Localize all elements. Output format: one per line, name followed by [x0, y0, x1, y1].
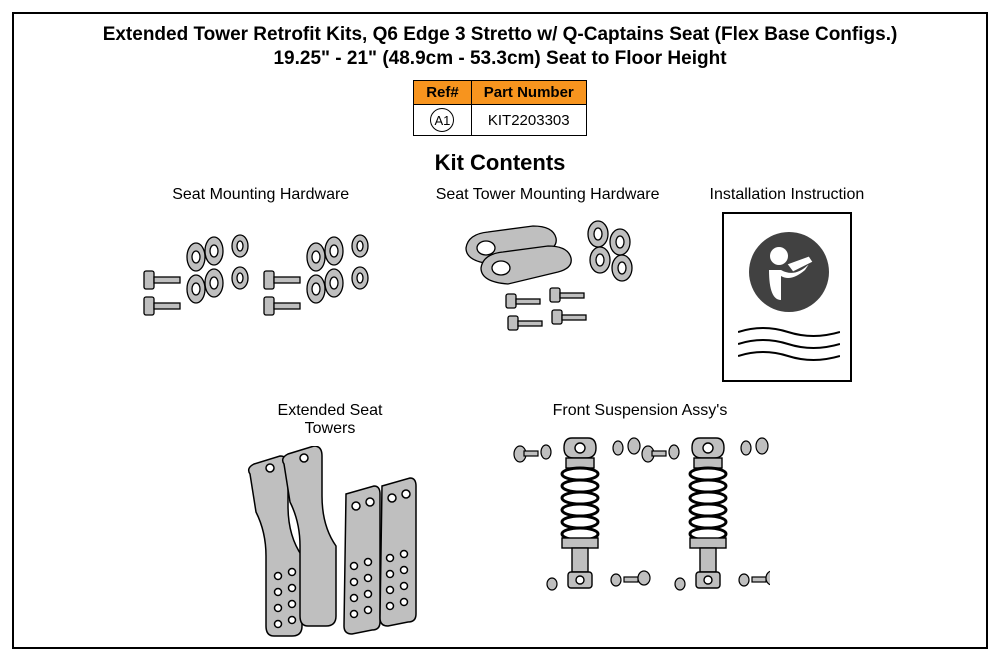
kit-contents-heading: Kit Contents [34, 150, 966, 176]
seat-mount-hardware-icon [136, 212, 386, 332]
manual-text-lines-icon [738, 326, 836, 362]
document-frame: Extended Tower Retrofit Kits, Q6 Edge 3 … [12, 12, 988, 649]
item-suspension: Front Suspension Assy's [510, 402, 770, 646]
label-tower-mount: Seat Tower Mounting Hardware [436, 186, 660, 206]
extended-seat-towers-icon [230, 446, 430, 646]
label-ext-towers: Extended Seat Towers [278, 402, 383, 440]
part-number-cell: KIT2203303 [471, 105, 586, 136]
col-header-part: Part Number [471, 81, 586, 105]
instruction-manual-icon [722, 212, 852, 382]
row-1: Seat Mounting Hardware [34, 186, 966, 382]
label-suspension: Front Suspension Assy's [553, 402, 728, 422]
item-instruction: Installation Instruction [710, 186, 865, 382]
front-suspension-icon [510, 428, 770, 628]
title-line-1: Extended Tower Retrofit Kits, Q6 Edge 3 … [34, 24, 966, 46]
ref-badge: A1 [430, 108, 454, 132]
parts-table: Ref# Part Number A1 KIT2203303 [413, 80, 587, 136]
title-line-2: 19.25" - 21" (48.9cm - 53.3cm) Seat to F… [34, 48, 966, 70]
table-row: A1 KIT2203303 [414, 105, 587, 136]
label-seat-mount: Seat Mounting Hardware [172, 186, 349, 206]
ref-cell: A1 [414, 105, 472, 136]
item-seat-mount: Seat Mounting Hardware [136, 186, 386, 382]
title-block: Extended Tower Retrofit Kits, Q6 Edge 3 … [34, 24, 966, 70]
col-header-ref: Ref# [414, 81, 472, 105]
item-tower-mount: Seat Tower Mounting Hardware [436, 186, 660, 382]
row-2: Extended Seat Towers [34, 402, 966, 646]
item-ext-towers: Extended Seat Towers [230, 402, 430, 646]
manual-person-icon [749, 232, 829, 312]
tower-mount-hardware-icon [448, 212, 648, 332]
label-instruction: Installation Instruction [710, 186, 865, 206]
